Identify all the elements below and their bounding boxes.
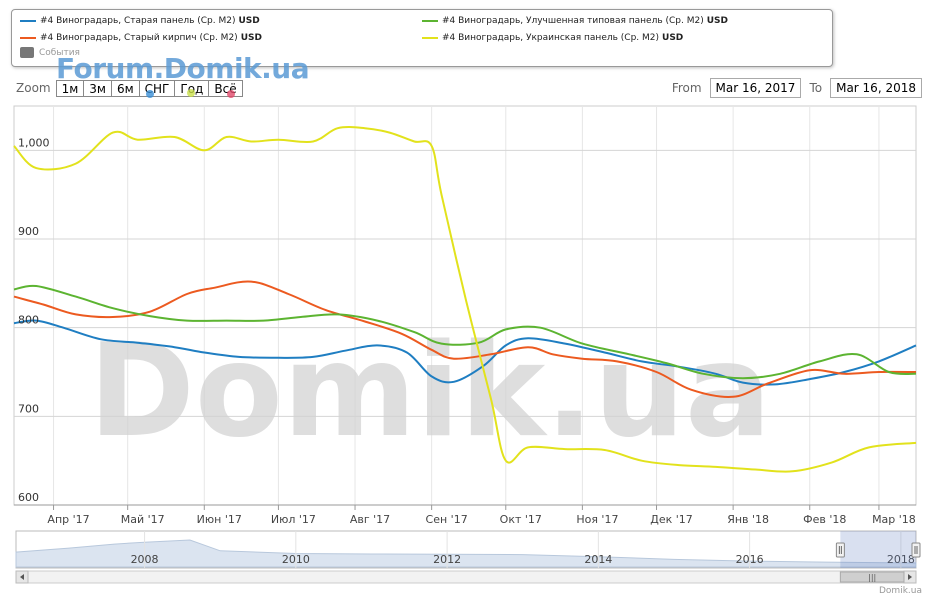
x-tick-label: Фев '18: [803, 513, 846, 526]
x-tick-label: Авг '17: [350, 513, 390, 526]
y-axis: 600 700 800 900 1,000: [18, 136, 50, 504]
scrollbar-grip-icon: |||: [868, 573, 876, 582]
scroll-right-arrow-icon: [908, 574, 912, 580]
navigator-right-handle[interactable]: [911, 542, 921, 558]
scrollbar-thumb[interactable]: [839, 571, 905, 583]
x-tick-label: Сен '17: [426, 513, 468, 526]
from-date-input[interactable]: Mar 16, 2017: [709, 78, 802, 98]
zoom-decor: [146, 89, 235, 98]
x-tick-label: Дек '17: [650, 513, 693, 526]
legend-swatch: [422, 37, 438, 39]
series-ukrainian-panel-line[interactable]: [13, 126, 917, 473]
navigator-year-label: 2012: [433, 553, 461, 566]
x-tick-label: Июн '17: [197, 513, 242, 526]
series-old-brick-line[interactable]: [13, 280, 917, 398]
legend-swatch: [422, 20, 438, 22]
x-tick-label: Янв '18: [727, 513, 769, 526]
legend-item-improved-panel[interactable]: #4 Виноградарь, Улучшенная типовая панел…: [422, 16, 728, 26]
x-tick-label: Мар '18: [872, 513, 916, 526]
legend-item-old-panel[interactable]: #4 Виноградарь, Старая панель (Ср. М2) U…: [20, 16, 260, 26]
y-tick-label: 600: [18, 491, 39, 504]
series-lines: [13, 126, 917, 473]
zoom-label: Zoom: [16, 81, 51, 95]
main-chart: Domik.ua 600 700 800 900 1,000 Апр '17 Май '1…: [13, 105, 917, 526]
legend-item-ukrainian-panel[interactable]: #4 Виноградарь, Украинская панель (Ср. М…: [422, 33, 683, 43]
navigator[interactable]: 2008 2010 2012 2014 2016 2018 |||: [0, 528, 931, 590]
legend-label: #4 Виноградарь, Улучшенная типовая панел…: [442, 16, 704, 26]
to-label: To: [809, 81, 823, 95]
navigator-year-label: 2010: [282, 553, 310, 566]
navigator-year-label: 2008: [131, 553, 159, 566]
y-tick-label: 1,000: [18, 136, 50, 149]
navigator-year-label: 2014: [584, 553, 612, 566]
navigator-scrollbar[interactable]: |||: [15, 570, 917, 584]
y-tick-label: 900: [18, 225, 39, 238]
legend-unit: USD: [662, 33, 684, 43]
x-tick-label: Июл '17: [271, 513, 316, 526]
y-tick-label: 700: [18, 402, 39, 415]
navigator-content: 2008 2010 2012 2014 2016 2018 |||: [15, 530, 921, 584]
scrollbar-track[interactable]: [15, 570, 917, 584]
zoom-decor-blue-dot-icon: [146, 90, 154, 98]
to-date-input[interactable]: Mar 16, 2018: [830, 78, 922, 98]
legend-unit: USD: [706, 16, 728, 26]
events-swatch: [20, 47, 34, 58]
credit-link[interactable]: Domik.ua: [879, 586, 922, 596]
legend-unit: USD: [240, 33, 262, 43]
zoom-1m-button[interactable]: 1м: [55, 79, 85, 97]
x-tick-label: Окт '17: [500, 513, 542, 526]
navigator-series-area: [15, 539, 917, 568]
legend-swatch: [20, 20, 36, 22]
legend-item-events[interactable]: События: [20, 47, 80, 58]
x-tick-label: Апр '17: [47, 513, 89, 526]
zoom-3m-button[interactable]: 3м: [83, 79, 112, 97]
navigator-year-label: 2018: [887, 553, 915, 566]
series-old-panel-line[interactable]: [13, 319, 917, 386]
legend: #4 Виноградарь, Старая панель (Ср. М2) U…: [11, 9, 833, 67]
zoom-decor-lime-dot-icon: [187, 89, 195, 97]
x-tick-label: Ноя '17: [576, 513, 618, 526]
navigator-year-label: 2016: [736, 553, 764, 566]
series-improved-panel-line[interactable]: [13, 284, 917, 380]
events-label: События: [39, 47, 80, 58]
x-axis: Апр '17 Май '17 Июн '17 Июл '17 Авг '17 Сен '…: [14, 504, 916, 526]
navigator-left-handle[interactable]: [835, 542, 845, 558]
legend-unit: USD: [238, 16, 260, 26]
navigator-selected-range[interactable]: [840, 531, 916, 568]
date-range-selector: From Mar 16, 2017 To Mar 16, 2018: [664, 78, 922, 98]
legend-label: #4 Виноградарь, Старая панель (Ср. М2): [40, 16, 236, 26]
x-tick-label: Май '17: [121, 513, 165, 526]
legend-label: #4 Виноградарь, Украинская панель (Ср. М…: [442, 33, 660, 43]
from-label: From: [671, 81, 702, 95]
legend-label: #4 Виноградарь, Старый кирпич (Ср. М2): [40, 33, 238, 43]
y-tick-label: 800: [18, 314, 39, 327]
watermark-domik-big: Domik.ua: [89, 317, 772, 466]
zoom-6m-button[interactable]: 6м: [110, 79, 140, 97]
legend-item-old-brick[interactable]: #4 Виноградарь, Старый кирпич (Ср. М2) U…: [20, 33, 262, 43]
legend-swatch: [20, 37, 36, 39]
scroll-left-arrow-icon: [20, 574, 24, 580]
zoom-decor-pink-dot-icon: [227, 90, 235, 98]
